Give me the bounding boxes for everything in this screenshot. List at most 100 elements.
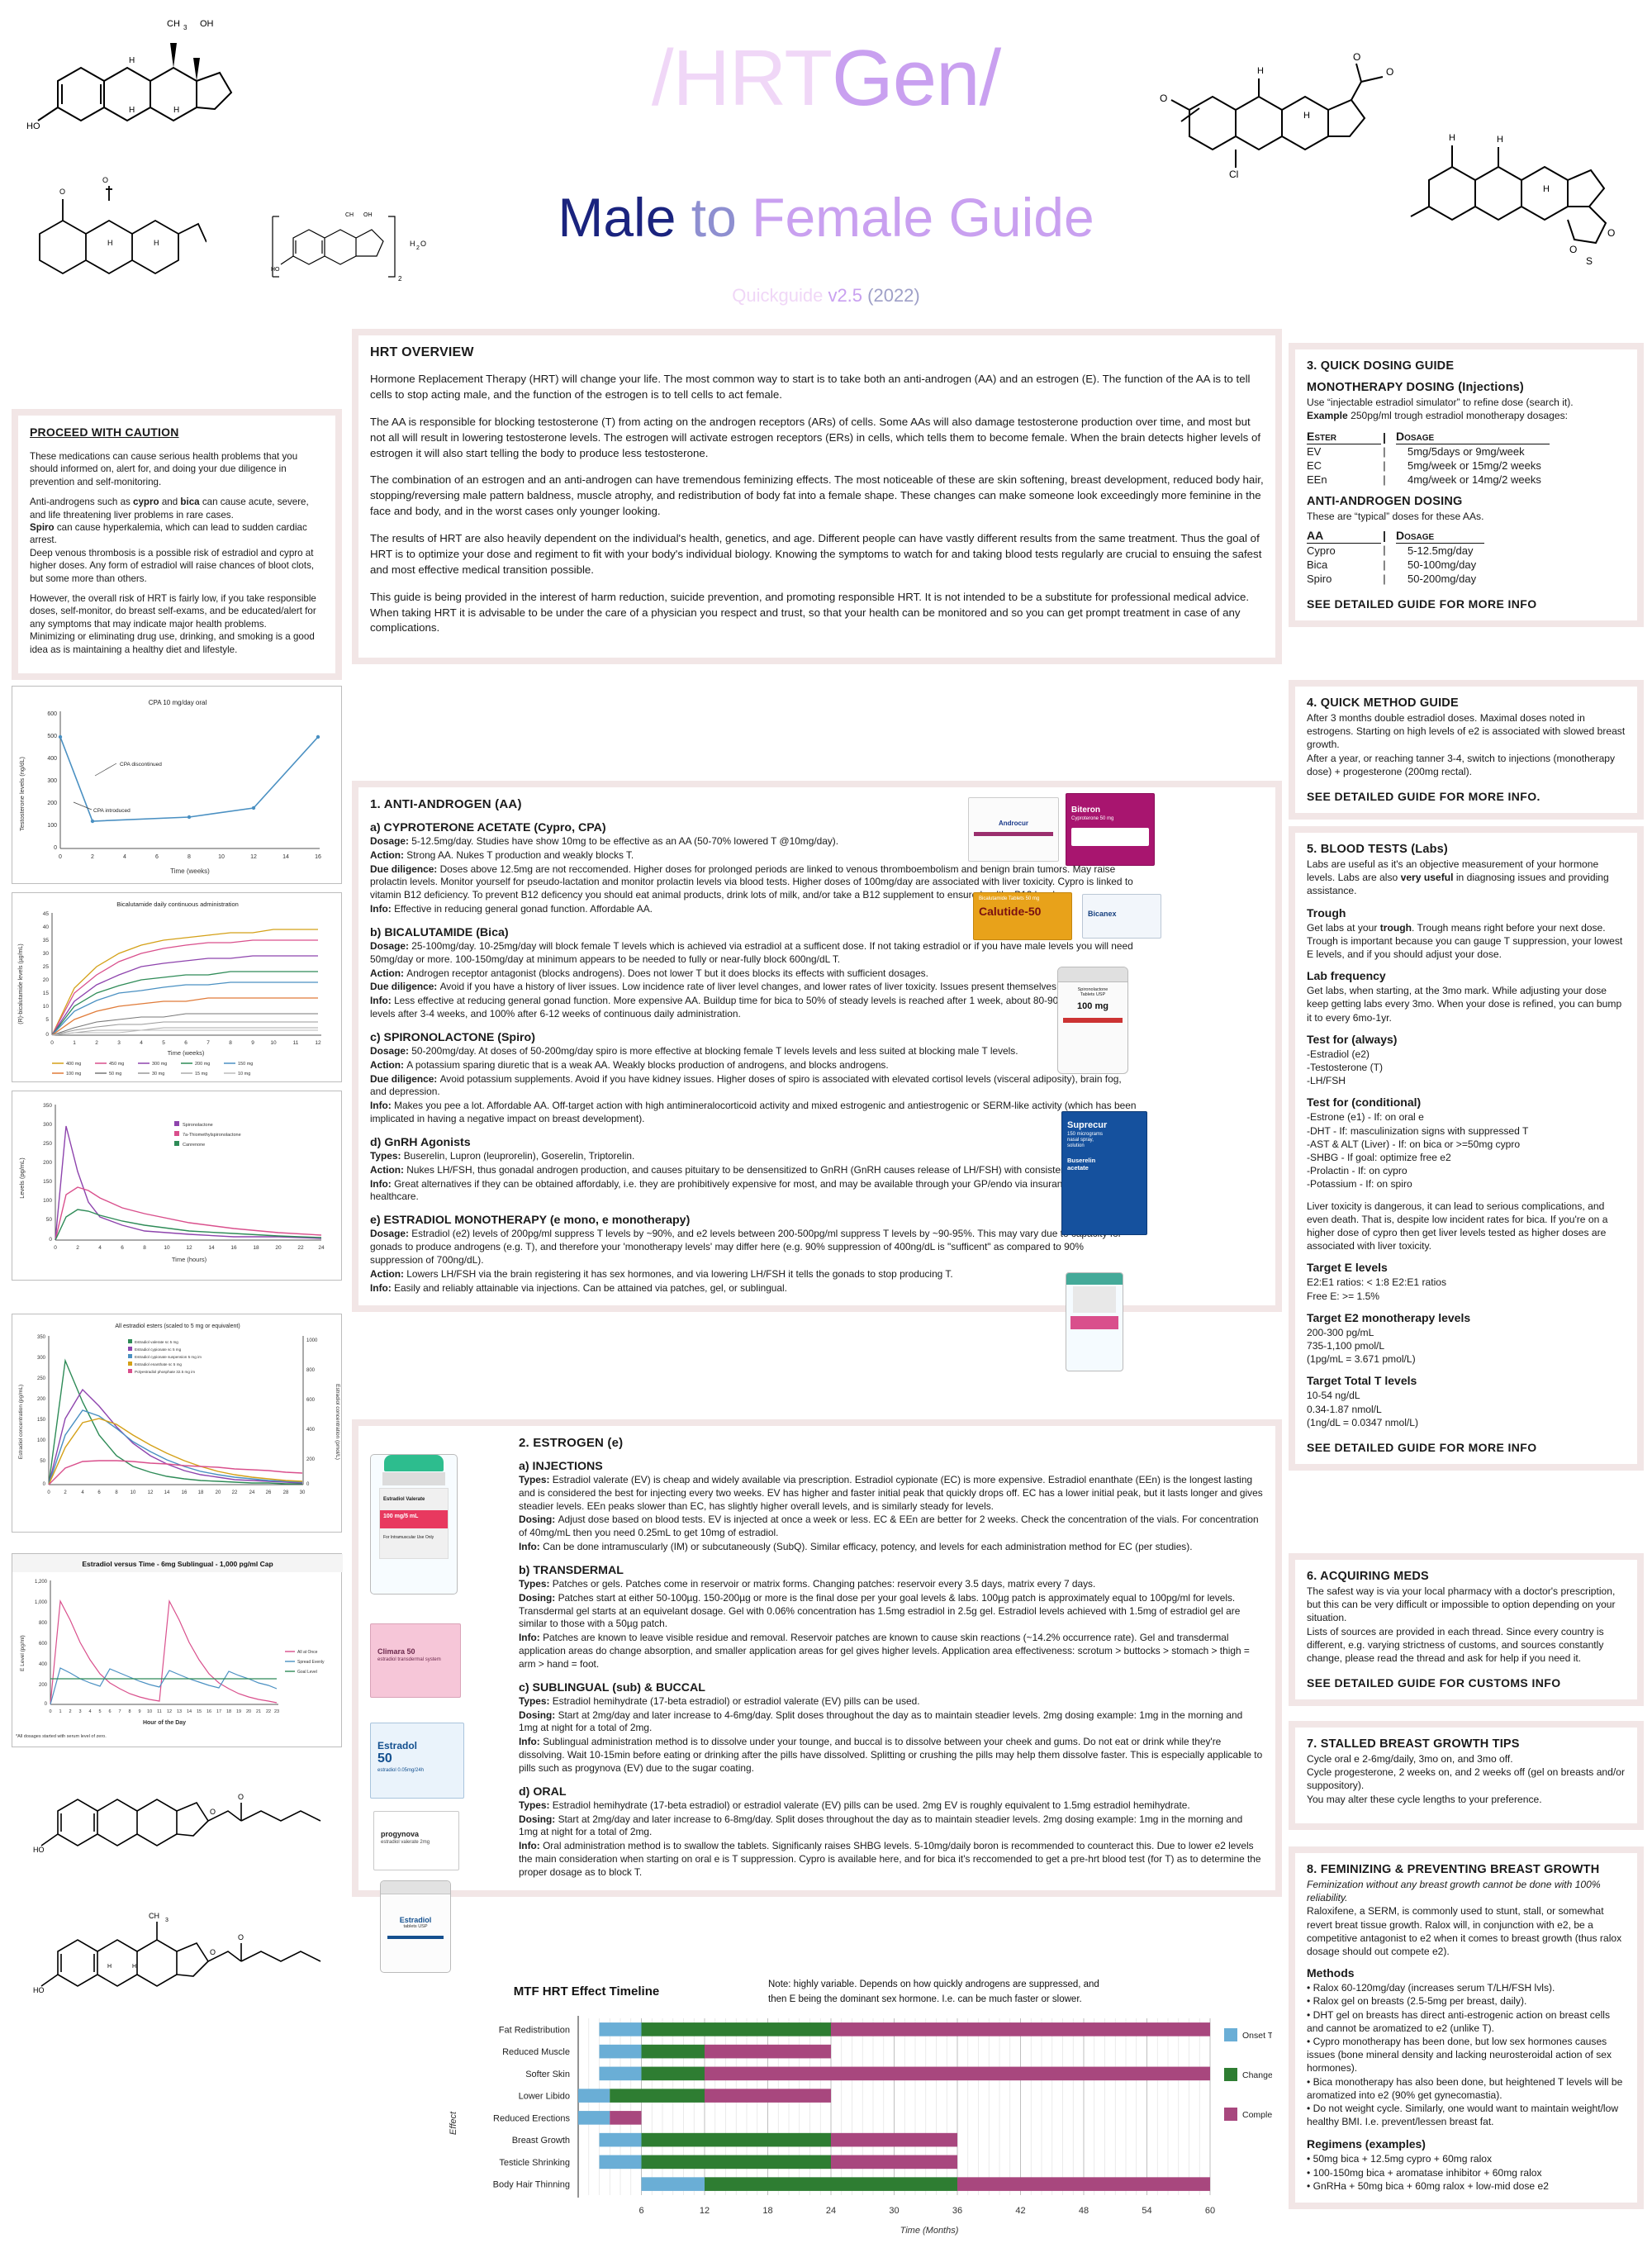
table-row: EC | 5mg/week or 15mg/2 weeks [1307, 459, 1550, 473]
detail-text: Patches or gels. Patches come in reservo… [552, 1577, 1096, 1590]
timeline-category-label: Testicle Shrinking [499, 2158, 570, 2168]
s7-p2: Cycle progesterone, 2 weeks on, and 2 we… [1307, 1766, 1625, 1792]
row-value: 5mg/5days or 9mg/week [1408, 445, 1525, 459]
product-climara-patch-box: Climara 50 estradiol transdermal system [370, 1623, 461, 1698]
s5-heading: 5. BLOOD TESTS (Labs) [1307, 843, 1448, 856]
s5-liver-p: Liver toxicity is dangerous, it can lead… [1307, 1200, 1608, 1252]
product-estradiol-bottle: Estradiol tablets USP [380, 1880, 451, 1973]
list-item: -Estrone (e1) - If: on oral e [1307, 1111, 1424, 1124]
subsection-title: c) SPIRONOLACTONE (Spiro) [370, 1030, 535, 1044]
s5-p1: Labs are useful as it's an objective mea… [1307, 858, 1609, 897]
svg-text:9: 9 [138, 1709, 140, 1714]
detail-text: Makes you pee a lot. Affordable AA. Off-… [370, 1100, 1137, 1125]
svg-text:6: 6 [121, 1245, 124, 1251]
detail-line: Action: Lowers LH/FSH via the brain regi… [370, 1268, 1138, 1281]
chart2-title: Bicalutamide daily continuous administra… [116, 901, 239, 908]
svg-text:15: 15 [197, 1709, 202, 1714]
svg-text:100: 100 [47, 823, 57, 829]
svg-text:16: 16 [182, 1490, 188, 1495]
timeline-xtick: 48 [1079, 2206, 1089, 2216]
svg-text:6: 6 [155, 854, 159, 860]
s3-aa-title: ANTI-ANDROGEN DOSING [1307, 495, 1463, 509]
svg-text:100 mg: 100 mg [66, 1072, 81, 1076]
list-item: -DHT - If: masculinization signs with su… [1307, 1124, 1529, 1137]
subsection-title: b) BICALUTAMIDE (Bica) [370, 925, 509, 939]
detail-label: Info: [519, 1541, 544, 1553]
subsection-title: e) ESTRADIOL MONOTHERAPY (e mono, e mono… [370, 1214, 691, 1228]
row-sep: | [1383, 459, 1386, 473]
timeline-bar-segment [599, 2022, 642, 2037]
svg-text:H: H [1497, 135, 1503, 145]
svg-text:30: 30 [43, 951, 50, 957]
svg-text:10 mg: 10 mg [238, 1072, 250, 1076]
detail-line: Dosing: Patches start at either 50-100µg… [370, 1592, 1264, 1631]
detail-text: Buserelin, Lupron (leuprorelin), Goserel… [403, 1149, 635, 1162]
timeline-bar-segment [610, 2111, 642, 2125]
detail-label: Info: [370, 903, 395, 915]
timeline-bar-segment [641, 2022, 831, 2037]
chart4-ylabel: Estradiol concentration (pg/mL) [18, 1385, 24, 1459]
svg-text:H: H [154, 239, 159, 247]
detail-text: Avoid if you have a history of liver iss… [439, 981, 1119, 993]
s6-p1: The safest way is via your local pharmac… [1307, 1585, 1616, 1624]
caution-p3: Spiro can cause hyperkalemia, which can … [30, 522, 307, 546]
svg-text:19: 19 [236, 1709, 241, 1714]
svg-text:H: H [1257, 66, 1264, 76]
feminizing-preventing-breast-growth-panel: 8. FEMINIZING & PREVENTING BREAST GROWTH… [1289, 1846, 1644, 2210]
svg-text:Goal Level: Goal Level [297, 1670, 317, 1675]
methods-list: • Ralox 60-120mg/day (increases serum T/… [1307, 1981, 1626, 2128]
detail-text: Estradiol valerate (EV) is cheap and wid… [519, 1474, 1263, 1512]
svg-text:H: H [107, 239, 113, 247]
svg-text:26: 26 [266, 1490, 272, 1495]
s6-p2: Lists of sources are provided in each th… [1307, 1625, 1604, 1665]
caution-p4: Deep venous thrombosis is a possible ris… [30, 547, 315, 584]
svg-text:6: 6 [97, 1490, 101, 1495]
svg-text:35: 35 [43, 938, 50, 943]
test-always-list: -Estradiol (e2) -Testosterone (T) -LH/FSH [1307, 1048, 1626, 1088]
svg-text:2: 2 [76, 1245, 79, 1251]
timeline-bar-segment [610, 2089, 705, 2103]
list-item: Free E: >= 1.5% [1307, 1290, 1380, 1302]
timeline-xtick: 24 [826, 2206, 836, 2216]
svg-text:0: 0 [49, 1709, 51, 1714]
s5-targetE2-title: Target E2 monotherapy levels [1307, 1310, 1471, 1324]
s5-always-title: Test for (always) [1307, 1032, 1398, 1046]
s5-cond-title: Test for (conditional) [1307, 1095, 1422, 1110]
svg-text:200 mg: 200 mg [195, 1062, 210, 1067]
timeline-bar-segment [957, 2177, 1210, 2191]
legend-swatch [1224, 2068, 1237, 2081]
svg-text:7: 7 [118, 1709, 121, 1714]
svg-text:S: S [1586, 255, 1593, 267]
chart1-annot-title: CPA 10 mg/day oral [149, 699, 207, 706]
svg-text:0: 0 [45, 1032, 49, 1038]
detail-label: Types: [370, 1149, 404, 1162]
detail-text: Androgen receptor antagonist (blocks and… [406, 967, 928, 979]
svg-text:14: 14 [164, 1490, 170, 1495]
detail-label: Dosage: [370, 1044, 412, 1057]
detail-line: Types: Estradiol valerate (EV) is cheap … [370, 1474, 1264, 1513]
detail-line: Info: Sublingual administration method i… [370, 1736, 1264, 1775]
svg-text:8: 8 [229, 1040, 232, 1046]
s5-trough-p: Get labs at your trough. Trough means ri… [1307, 921, 1623, 961]
list-item: • 50mg bica + 12.5mg cypro + 60mg ralox [1307, 2153, 1493, 2165]
svg-text:24: 24 [318, 1245, 325, 1251]
svg-text:4: 4 [88, 1709, 91, 1714]
svg-text:CH: CH [149, 1912, 159, 1920]
table-row: EV | 5mg/5days or 9mg/week [1307, 444, 1550, 459]
svg-text:800: 800 [39, 1621, 48, 1626]
s5-footer: SEE DETAILED GUIDE FOR MORE INFO [1307, 1441, 1537, 1455]
svg-text:2: 2 [91, 854, 94, 860]
svg-text:300: 300 [47, 778, 57, 784]
svg-text:600: 600 [39, 1642, 48, 1647]
s5-freq-title: Lab frequency [1307, 969, 1386, 983]
svg-text:12: 12 [315, 1040, 321, 1046]
list-item: • Ralox gel on breasts (2.5-5mg per brea… [1307, 1995, 1527, 2008]
list-item: • GnRHa + 50mg bica + 60mg ralox + low-m… [1307, 2179, 1549, 2192]
svg-text:H: H [1543, 184, 1550, 194]
timeline-bar-segment [831, 2022, 1210, 2037]
timeline-bar-segment [641, 2155, 831, 2170]
svg-text:5: 5 [45, 1017, 49, 1023]
detail-line: Info: Can be done intramuscularly (IM) o… [370, 1541, 1264, 1554]
timeline-category-label: Reduced Muscle [502, 2047, 570, 2057]
list-item: 0.34-1.87 nmol/L [1307, 1403, 1382, 1415]
